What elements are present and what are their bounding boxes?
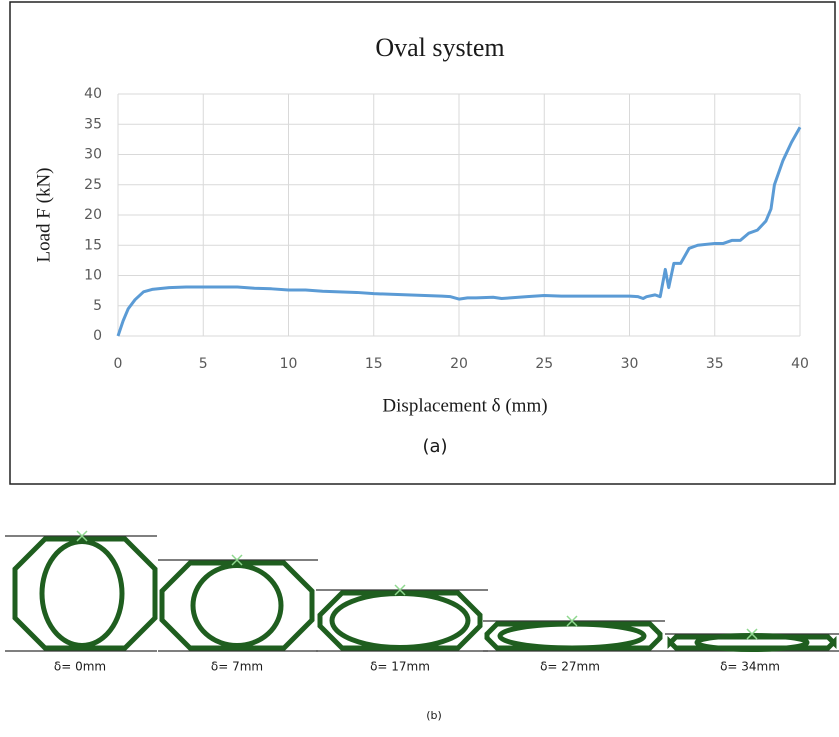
panel-label: δ= 0mm [54, 660, 106, 674]
x-tick-label: 35 [706, 356, 724, 372]
panel-label: δ= 17mm [370, 660, 430, 674]
inner-ring [500, 624, 644, 648]
x-tick-label: 10 [280, 356, 298, 372]
panel-label: δ= 34mm [720, 660, 780, 674]
chart-title: Oval system [375, 33, 504, 62]
inner-ring [697, 636, 807, 650]
x-tick-label: 20 [450, 356, 468, 372]
y-tick-label: 30 [84, 147, 102, 163]
x-tick-label: 0 [114, 356, 123, 372]
y-tick-label: 0 [93, 328, 102, 344]
inner-ring [193, 566, 281, 646]
y-tick-label: 20 [84, 207, 102, 223]
x-tick-label: 15 [365, 356, 383, 372]
x-tick-label: 5 [199, 356, 208, 372]
x-tick-label: 40 [791, 356, 809, 372]
x-tick-label: 25 [535, 356, 553, 372]
outer-shape [320, 593, 480, 648]
outer-shape [15, 539, 155, 648]
chart-caption: (a) [422, 436, 447, 457]
y-axis-label: Load F (kN) [33, 168, 54, 263]
y-tick-label: 10 [84, 268, 102, 284]
x-tick-label: 30 [621, 356, 639, 372]
x-axis-label: Displacement δ (mm) [382, 395, 547, 416]
y-tick-label: 35 [84, 116, 102, 132]
inner-ring [42, 542, 122, 646]
y-tick-label: 5 [93, 298, 102, 314]
y-tick-label: 40 [84, 86, 102, 102]
figure: Oval system Load F (kN) Displacement δ (… [0, 0, 839, 737]
panel-label: δ= 27mm [540, 660, 600, 674]
y-tick-label: 15 [84, 237, 102, 253]
inner-ring [332, 594, 468, 648]
figure-caption: (b) [426, 709, 442, 722]
y-tick-label: 25 [84, 177, 102, 193]
panel-label: δ= 7mm [211, 660, 263, 674]
outer-shape [162, 563, 312, 648]
